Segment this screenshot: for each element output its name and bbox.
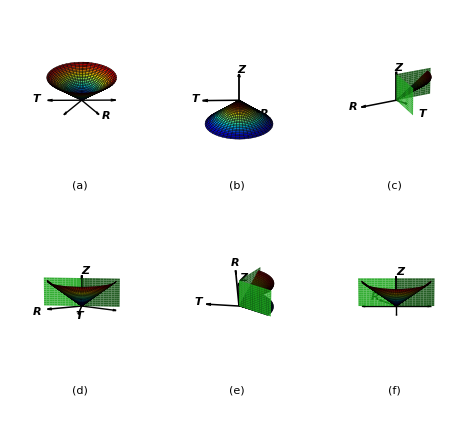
Text: (f): (f) [388,386,401,396]
Text: (c): (c) [387,180,402,190]
Text: (d): (d) [72,386,88,396]
Text: (b): (b) [229,180,245,190]
Text: (a): (a) [72,180,88,190]
Text: (e): (e) [229,386,245,396]
